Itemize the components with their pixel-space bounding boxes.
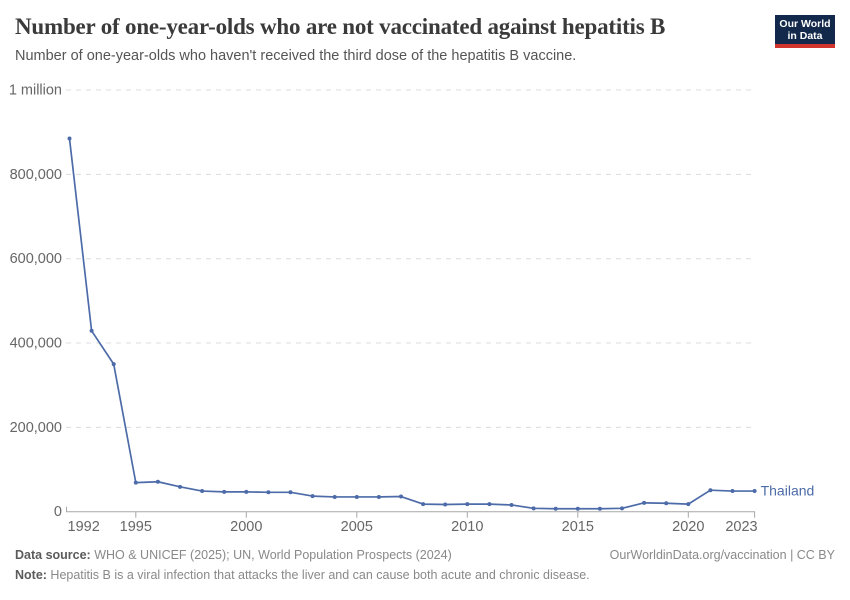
data-point xyxy=(708,488,713,493)
data-point xyxy=(443,502,448,507)
gridlines-group xyxy=(66,89,753,428)
note-line: Note: Hepatitis B is a viral infection t… xyxy=(15,565,835,585)
data-source-line: Data source: WHO & UNICEF (2025); UN, Wo… xyxy=(15,545,452,565)
data-source-label: Data source: xyxy=(15,548,91,562)
x-tick-label: 2005 xyxy=(341,519,373,535)
data-series-group: Thailand xyxy=(67,136,815,511)
x-tick-label: 2000 xyxy=(230,519,262,535)
data-point xyxy=(664,501,669,506)
data-point xyxy=(531,506,536,511)
data-point xyxy=(89,328,94,333)
x-tick-label: 2023 xyxy=(725,519,757,535)
y-tick-label: 1 million xyxy=(9,83,62,99)
x-tick-label: 2015 xyxy=(562,519,594,535)
x-axis-group xyxy=(66,506,756,518)
note-text: Hepatitis B is a viral infection that at… xyxy=(46,568,590,582)
x-tick-label: 2010 xyxy=(451,519,483,535)
y-axis-labels-group: 0 200,000 400,000 600,000 800,000 1 million xyxy=(9,83,62,521)
data-point xyxy=(354,494,359,499)
y-tick-label: 800,000 xyxy=(10,167,62,183)
data-point xyxy=(178,484,182,489)
data-point xyxy=(465,502,470,507)
data-point xyxy=(509,502,514,507)
data-point xyxy=(155,479,160,484)
data-point xyxy=(487,502,492,507)
chart-footer: Data source: WHO & UNICEF (2025); UN, Wo… xyxy=(15,545,835,585)
line-chart: 0 200,000 400,000 600,000 800,000 1 million 1… xyxy=(9,83,815,535)
y-tick-label: 0 xyxy=(54,504,62,520)
data-point xyxy=(310,494,315,499)
data-point xyxy=(399,494,403,499)
data-point xyxy=(244,489,249,494)
data-point xyxy=(376,494,381,499)
data-point xyxy=(288,490,293,495)
x-tick-label: 1995 xyxy=(120,519,152,535)
data-point xyxy=(133,480,138,485)
data-source-text: WHO & UNICEF (2025); UN, World Populatio… xyxy=(90,548,452,562)
data-point xyxy=(266,490,271,495)
data-point xyxy=(111,362,116,367)
x-tick-label: 2020 xyxy=(672,519,704,535)
data-point xyxy=(575,506,580,511)
x-tick-label: 1992 xyxy=(68,519,100,535)
thailand-line xyxy=(68,137,756,510)
data-point xyxy=(67,136,72,141)
data-point xyxy=(686,502,691,507)
chart-title: Number of one-year-olds who are not vacc… xyxy=(15,14,666,39)
x-axis-labels-group: 1992 1995 2000 2005 2010 2015 2020 2023 xyxy=(68,519,758,535)
data-point xyxy=(421,502,426,507)
rights-link[interactable]: OurWorldinData.org/vaccination | CC BY xyxy=(609,548,835,562)
owid-logo-line1: Our World xyxy=(779,17,831,30)
y-tick-label: 600,000 xyxy=(10,251,62,267)
data-point xyxy=(222,489,227,494)
data-point xyxy=(553,506,558,511)
data-point xyxy=(752,489,757,494)
data-point xyxy=(730,489,735,494)
y-tick-label: 200,000 xyxy=(10,420,62,436)
chart-subtitle: Number of one-year-olds who haven't rece… xyxy=(15,48,577,64)
owid-logo-line2: in Data xyxy=(787,29,823,42)
data-point xyxy=(597,506,602,511)
y-tick-label: 400,000 xyxy=(10,336,62,352)
data-point xyxy=(642,500,647,505)
data-point xyxy=(620,506,624,511)
series-label: Thailand xyxy=(761,483,815,499)
owid-logo[interactable]: Our World in Data xyxy=(775,15,835,48)
note-label: Note: xyxy=(15,568,47,582)
data-point xyxy=(200,489,205,494)
data-point xyxy=(332,494,337,499)
